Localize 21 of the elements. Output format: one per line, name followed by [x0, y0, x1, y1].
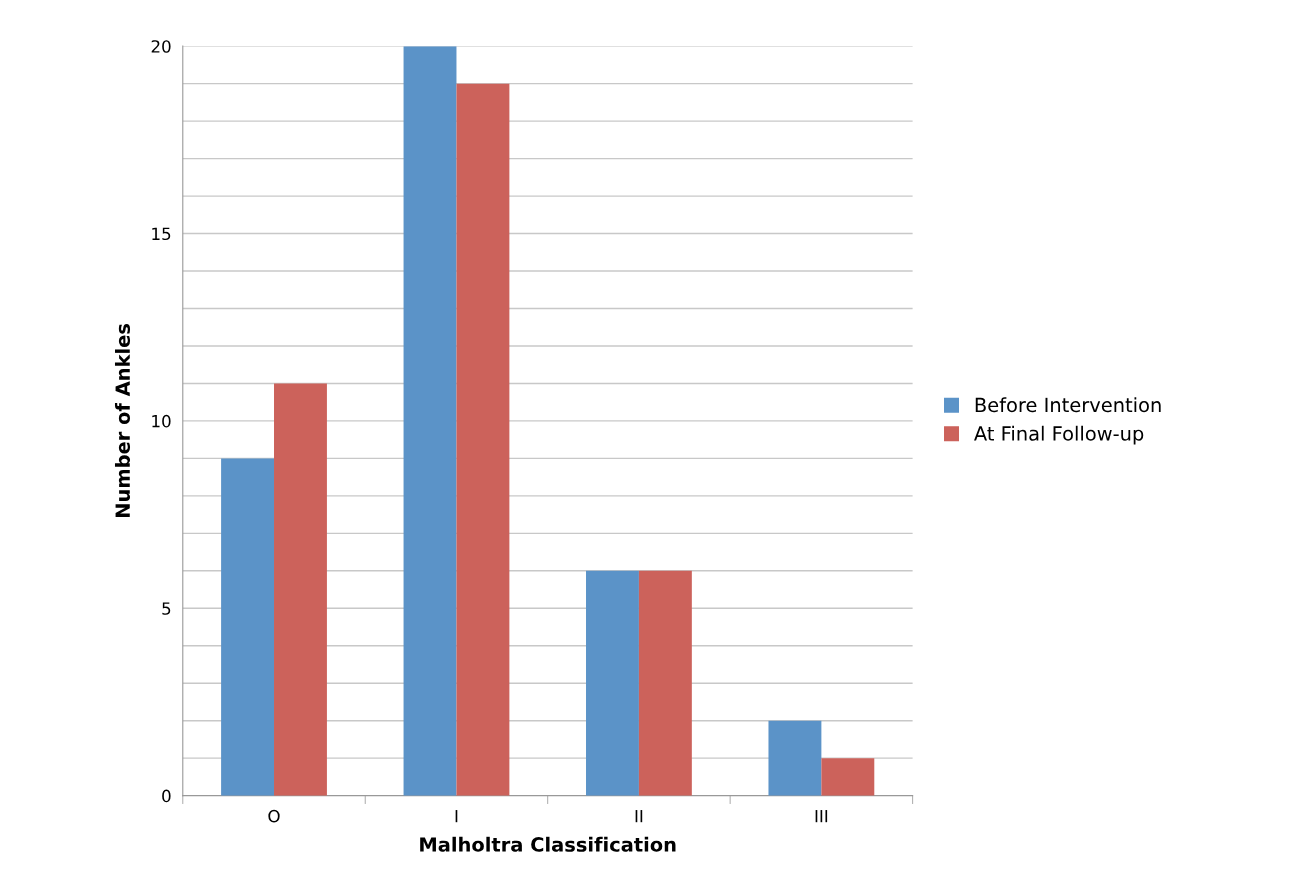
- bar: [456, 83, 510, 796]
- x-tick-label: III: [815, 810, 828, 823]
- legend-label: Before Intervention: [975, 397, 1161, 413]
- x-tick-label: O: [268, 809, 280, 823]
- y-tick-label: 20: [151, 40, 171, 53]
- bar: [638, 570, 692, 796]
- x-axis-title: Malholtra Classification: [420, 836, 676, 852]
- x-tick-label: II: [635, 810, 643, 823]
- y-tick-label: 10: [152, 414, 171, 428]
- bar: [586, 570, 639, 796]
- y-tick-label: 5: [162, 602, 171, 615]
- bar: [221, 458, 275, 796]
- y-tick-label: 0: [162, 789, 171, 803]
- bar: [821, 758, 875, 796]
- bar: [768, 720, 822, 796]
- x-tick-label: I: [455, 810, 458, 823]
- y-tick-label: 15: [152, 227, 171, 241]
- y-axis-title: Number of Ankles: [114, 323, 131, 517]
- bar: [403, 46, 457, 796]
- legend-label: At Final Follow-up: [974, 425, 1144, 445]
- bar: [274, 383, 327, 796]
